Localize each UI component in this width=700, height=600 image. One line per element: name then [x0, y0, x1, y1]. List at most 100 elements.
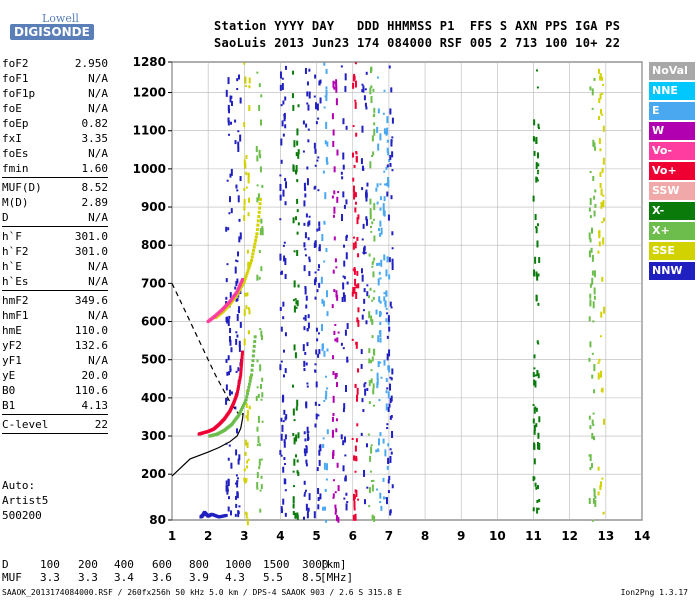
- noise-mark: [306, 102, 309, 105]
- noise-mark: [362, 85, 365, 93]
- noise-mark: [284, 463, 287, 466]
- trace-point-vo: [240, 359, 244, 363]
- trace-point-sse: [241, 283, 244, 287]
- noise-mark: [282, 394, 285, 402]
- noise-mark: [294, 454, 297, 458]
- noise-mark: [335, 290, 338, 298]
- noise-mark: [354, 80, 357, 88]
- noise-mark: [589, 238, 592, 243]
- noise-mark: [303, 326, 306, 331]
- noise-mark: [244, 511, 247, 515]
- noise-mark: [333, 289, 336, 293]
- noise-mark: [535, 162, 538, 170]
- noise-mark: [368, 311, 371, 319]
- noise-mark: [351, 437, 354, 440]
- noise-mark: [260, 218, 263, 224]
- noise-mark: [318, 244, 321, 252]
- noise-mark: [588, 498, 591, 505]
- noise-mark: [314, 401, 317, 406]
- noise-mark: [593, 195, 596, 200]
- noise-mark: [305, 123, 308, 128]
- noise-mark: [295, 300, 298, 305]
- noise-mark: [387, 443, 390, 447]
- noise-mark: [602, 194, 605, 197]
- noise-mark: [385, 166, 388, 170]
- param-value: N/A: [88, 147, 108, 160]
- noise-mark: [355, 150, 358, 154]
- noise-mark: [245, 186, 248, 189]
- noise-mark: [283, 457, 286, 461]
- noise-mark: [591, 88, 594, 96]
- param-value: N/A: [88, 102, 108, 115]
- noise-mark: [326, 348, 329, 352]
- noise-mark: [225, 358, 228, 363]
- trace-point-x: [238, 411, 242, 415]
- noise-mark: [592, 412, 595, 415]
- noise-mark: [296, 231, 299, 235]
- noise-mark: [248, 85, 251, 89]
- noise-mark: [317, 117, 320, 120]
- param-value: 4.13: [81, 399, 109, 412]
- noise-mark: [260, 330, 263, 337]
- noise-mark: [315, 349, 318, 355]
- trace-point-x: [237, 413, 241, 417]
- trace-point-vo: [239, 281, 243, 285]
- trace-point-vo: [237, 383, 241, 387]
- noise-mark: [371, 261, 374, 265]
- noise-mark: [313, 95, 316, 98]
- noise-mark: [373, 107, 376, 113]
- noise-mark: [378, 296, 381, 303]
- noise-mark: [237, 195, 240, 203]
- noise-mark: [361, 238, 364, 241]
- noise-mark: [332, 140, 335, 147]
- noise-mark: [533, 424, 536, 431]
- noise-mark: [230, 101, 233, 107]
- noise-mark: [345, 235, 348, 241]
- noise-mark: [342, 440, 345, 446]
- noise-mark: [245, 402, 248, 408]
- noise-mark: [243, 338, 246, 346]
- param-value: N/A: [88, 72, 108, 85]
- noise-mark: [305, 295, 308, 301]
- noise-mark: [594, 495, 597, 499]
- noise-mark: [590, 227, 593, 234]
- noise-mark: [368, 401, 371, 405]
- noise-mark: [332, 479, 335, 482]
- muf-value: 3.3: [40, 571, 60, 584]
- noise-mark: [322, 170, 325, 174]
- noise-mark: [256, 274, 259, 281]
- header-field-names: Station YYYY DAY DDD HHMMSS P1 FFS S AXN…: [214, 19, 621, 33]
- noise-mark: [378, 399, 381, 402]
- noise-mark: [589, 454, 592, 462]
- noise-mark: [282, 349, 285, 353]
- noise-mark: [389, 162, 392, 167]
- noise-mark: [534, 374, 537, 377]
- noise-mark: [353, 73, 356, 79]
- noise-mark: [332, 371, 335, 376]
- noise-mark: [379, 492, 382, 499]
- trace-point-x: [248, 382, 252, 386]
- noise-mark: [280, 326, 283, 332]
- noise-mark: [308, 256, 311, 260]
- noise-mark: [390, 451, 393, 455]
- noise-mark: [261, 335, 264, 341]
- noise-mark: [255, 395, 258, 401]
- noise-mark: [229, 327, 232, 333]
- param-row: hmE 110.0: [2, 323, 108, 338]
- noise-mark: [380, 505, 383, 511]
- muf-value: 3.4: [114, 571, 134, 584]
- noise-mark: [370, 444, 373, 447]
- noise-mark: [537, 507, 540, 510]
- trace-point-sse: [252, 245, 256, 249]
- noise-mark: [325, 68, 328, 74]
- noise-mark: [305, 489, 308, 492]
- param-value: 301.0: [74, 230, 108, 243]
- noise-mark: [602, 418, 605, 425]
- noise-mark: [534, 380, 537, 388]
- noise-mark: [280, 138, 283, 146]
- noise-mark: [238, 236, 241, 243]
- noise-mark: [236, 278, 239, 284]
- noise-mark: [357, 307, 360, 313]
- param-row: hmF2 349.6: [2, 293, 108, 308]
- noise-mark: [536, 223, 539, 227]
